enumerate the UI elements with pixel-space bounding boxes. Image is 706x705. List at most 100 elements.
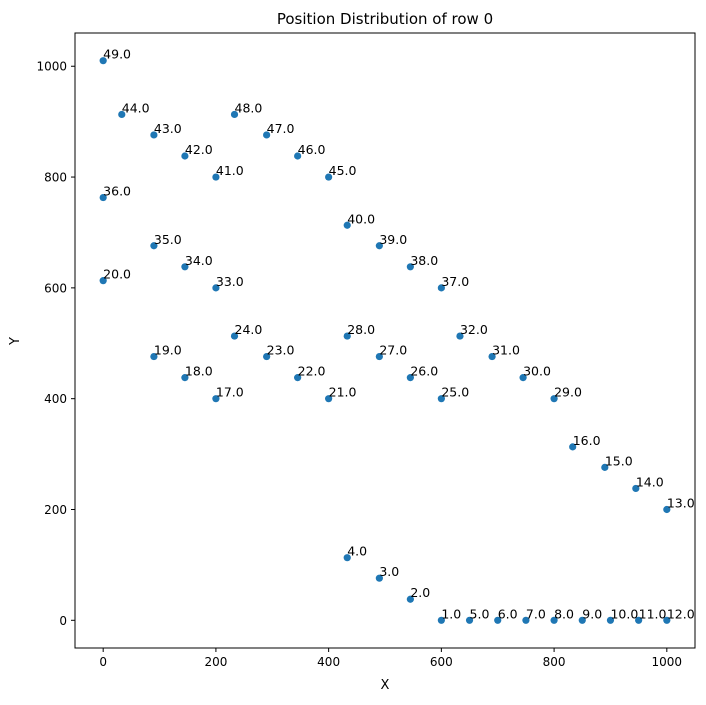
y-tick-label: 200 — [44, 503, 67, 517]
data-point — [181, 152, 189, 160]
data-point — [437, 395, 445, 403]
data-point — [294, 374, 302, 382]
data-label: 48.0 — [235, 100, 263, 115]
chart-title: Position Distribution of row 0 — [277, 10, 493, 28]
data-point — [343, 221, 351, 229]
data-point — [230, 332, 239, 340]
data-point — [343, 554, 351, 562]
data-point — [230, 110, 239, 119]
data-label: 23.0 — [267, 343, 295, 358]
y-tick-label: 800 — [44, 171, 67, 185]
data-label: 31.0 — [492, 343, 520, 358]
data-point — [578, 616, 586, 624]
axis-ticks: 0 200 400 600 800 1000 0 200 400 600 800 1000 — [36, 60, 682, 669]
data-label: 24.0 — [235, 322, 263, 337]
data-point — [406, 263, 414, 271]
x-tick-label: 0 — [99, 655, 107, 669]
x-axis-label: X — [381, 678, 390, 693]
data-point — [494, 616, 502, 624]
data-point — [375, 574, 383, 582]
data-point — [569, 443, 577, 451]
data-label: 12.0 — [667, 606, 695, 621]
data-point — [437, 616, 445, 624]
data-label: 28.0 — [347, 322, 375, 337]
y-axis-label: Y — [8, 337, 23, 346]
data-point — [406, 595, 414, 603]
data-point — [212, 395, 220, 403]
data-label: 13.0 — [667, 495, 695, 510]
data-label: 36.0 — [103, 184, 131, 199]
data-point — [632, 484, 640, 493]
data-label: 21.0 — [329, 385, 357, 400]
data-label: 38.0 — [410, 253, 438, 268]
data-label: 22.0 — [298, 364, 326, 379]
data-label: 39.0 — [379, 232, 407, 247]
data-label: 20.0 — [103, 267, 131, 282]
data-label: 35.0 — [154, 232, 182, 247]
x-tick-label: 600 — [430, 655, 453, 669]
data-point — [263, 352, 271, 361]
data-label: 34.0 — [185, 253, 213, 268]
data-label: 11.0 — [639, 606, 667, 621]
data-point — [606, 616, 615, 624]
data-point — [601, 463, 609, 471]
data-point — [375, 242, 383, 250]
data-point — [325, 395, 333, 403]
data-point — [181, 263, 189, 271]
data-label: 2.0 — [410, 585, 430, 600]
data-point — [99, 193, 107, 202]
data-point — [212, 284, 220, 292]
data-point — [406, 374, 414, 382]
data-label: 14.0 — [636, 474, 664, 489]
data-label: 27.0 — [379, 343, 407, 358]
plot-frame — [74, 32, 696, 649]
y-tick-label: 400 — [44, 392, 67, 406]
data-point — [99, 277, 107, 285]
data-point — [519, 374, 527, 382]
data-point — [212, 173, 220, 181]
data-label: 44.0 — [122, 100, 150, 115]
data-labels: 1.0 2.0 3.0 4.0 5.0 6.0 7.0 8.0 9.0 10.0 11.0 12.0 1… — [103, 47, 695, 622]
data-label: 10.0 — [610, 606, 638, 621]
data-label: 40.0 — [347, 211, 375, 226]
data-point — [294, 152, 302, 160]
data-label: 30.0 — [523, 364, 551, 379]
data-point — [550, 395, 558, 403]
data-label: 29.0 — [554, 385, 582, 400]
data-point — [150, 242, 158, 250]
data-point — [488, 352, 496, 361]
data-label: 41.0 — [216, 163, 244, 178]
data-label: 15.0 — [605, 453, 633, 468]
data-point — [663, 616, 671, 624]
data-label: 25.0 — [441, 385, 469, 400]
data-label: 45.0 — [329, 163, 357, 178]
data-point — [325, 173, 333, 181]
data-point — [465, 616, 474, 624]
data-point — [663, 505, 671, 514]
data-label: 43.0 — [154, 121, 182, 136]
data-point — [150, 352, 158, 361]
data-point — [150, 131, 158, 139]
data-point — [181, 374, 189, 382]
data-point — [437, 284, 445, 292]
data-label: 18.0 — [185, 364, 213, 379]
x-tick-label: 200 — [204, 655, 227, 669]
data-label: 8.0 — [554, 606, 574, 621]
data-point — [522, 616, 530, 624]
data-label: 7.0 — [526, 606, 546, 621]
data-label: 26.0 — [410, 364, 438, 379]
data-point — [456, 332, 464, 340]
data-label: 1.0 — [441, 606, 461, 621]
data-point — [118, 110, 126, 119]
data-label: 19.0 — [154, 343, 182, 358]
data-label: 46.0 — [298, 142, 326, 157]
data-point — [99, 57, 107, 65]
data-point — [550, 616, 558, 624]
x-tick-label: 1000 — [652, 655, 683, 669]
x-tick-label: 800 — [543, 655, 566, 669]
data-label: 5.0 — [470, 606, 490, 621]
data-label: 32.0 — [460, 322, 488, 337]
data-label: 3.0 — [379, 564, 399, 579]
